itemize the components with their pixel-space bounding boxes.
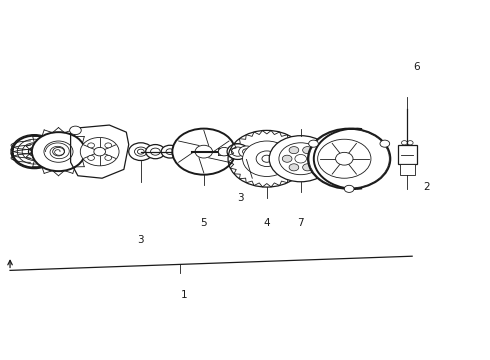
Text: 3: 3: [138, 235, 144, 245]
Circle shape: [53, 147, 64, 156]
Circle shape: [105, 143, 112, 148]
Circle shape: [309, 155, 319, 162]
Circle shape: [279, 143, 322, 175]
Circle shape: [380, 140, 390, 147]
Circle shape: [70, 126, 81, 135]
Circle shape: [161, 145, 179, 158]
Text: 1: 1: [181, 290, 188, 300]
Text: 7: 7: [297, 217, 304, 228]
Circle shape: [336, 152, 353, 165]
Circle shape: [44, 141, 73, 162]
Circle shape: [308, 129, 391, 189]
Text: 2: 2: [423, 182, 430, 192]
Circle shape: [269, 136, 332, 182]
Circle shape: [105, 156, 112, 161]
Circle shape: [88, 143, 95, 148]
Circle shape: [94, 147, 105, 156]
Circle shape: [129, 143, 153, 161]
Circle shape: [318, 139, 371, 178]
Circle shape: [195, 145, 213, 158]
Circle shape: [150, 148, 160, 155]
Circle shape: [32, 132, 85, 171]
Circle shape: [227, 144, 248, 159]
Circle shape: [303, 147, 312, 154]
Circle shape: [309, 129, 390, 188]
Circle shape: [231, 147, 244, 156]
Circle shape: [88, 156, 95, 161]
Circle shape: [17, 139, 51, 164]
Text: 5: 5: [200, 217, 207, 228]
Circle shape: [22, 143, 47, 161]
Circle shape: [28, 147, 40, 156]
Bar: [397, 145, 417, 164]
Circle shape: [289, 164, 299, 171]
Circle shape: [309, 140, 318, 147]
Circle shape: [239, 146, 254, 157]
Circle shape: [282, 155, 292, 162]
Bar: [400, 164, 415, 175]
Circle shape: [135, 147, 147, 156]
Circle shape: [256, 151, 277, 167]
Text: 6: 6: [414, 62, 420, 72]
Circle shape: [243, 141, 291, 176]
Circle shape: [172, 129, 235, 175]
Circle shape: [219, 147, 230, 156]
Circle shape: [80, 138, 119, 166]
Circle shape: [303, 164, 312, 171]
Text: 4: 4: [264, 217, 270, 228]
Text: 3: 3: [237, 193, 244, 203]
Circle shape: [289, 147, 299, 154]
Circle shape: [146, 145, 165, 159]
Circle shape: [12, 136, 56, 168]
Circle shape: [344, 185, 354, 192]
